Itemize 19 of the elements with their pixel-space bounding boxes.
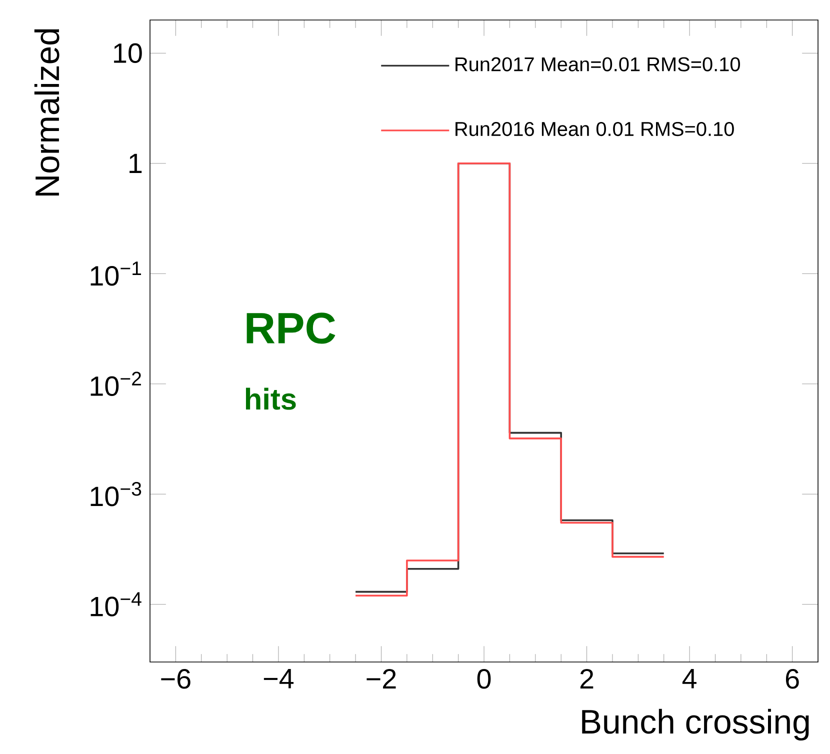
y-axis-title: Normalized (34, 29, 60, 196)
x-tick-label: −6 (161, 669, 190, 689)
y-tick-label: 10 (114, 43, 142, 64)
x-tick-label: 0 (477, 669, 491, 689)
y-tick-label: 10$^{−2}$ (90, 372, 141, 396)
y-tick-label: 10$^{−4}$ (90, 592, 142, 616)
y-tick-label: 10$^{−3}$ (90, 482, 142, 506)
x-tick-label: −4 (264, 669, 294, 688)
x-axis-title: Bunch crossing (582, 708, 809, 740)
annotation: RPC (246, 312, 336, 344)
x-tick-label: 6 (786, 669, 799, 689)
x-tick-label: 4 (682, 669, 696, 688)
annotation: hits (246, 388, 296, 410)
y-tick-label: 10$^{−1}$ (90, 262, 142, 286)
x-tick-label: −2 (366, 669, 396, 689)
legend-label: Run2016 Mean 0.01 RMS=0.10 (456, 122, 734, 136)
x-tick-label: 2 (580, 669, 594, 689)
y-tick-label: 1 (130, 154, 142, 174)
legend-label: Run2017 Mean=0.01 RMS=0.10 (456, 57, 740, 72)
